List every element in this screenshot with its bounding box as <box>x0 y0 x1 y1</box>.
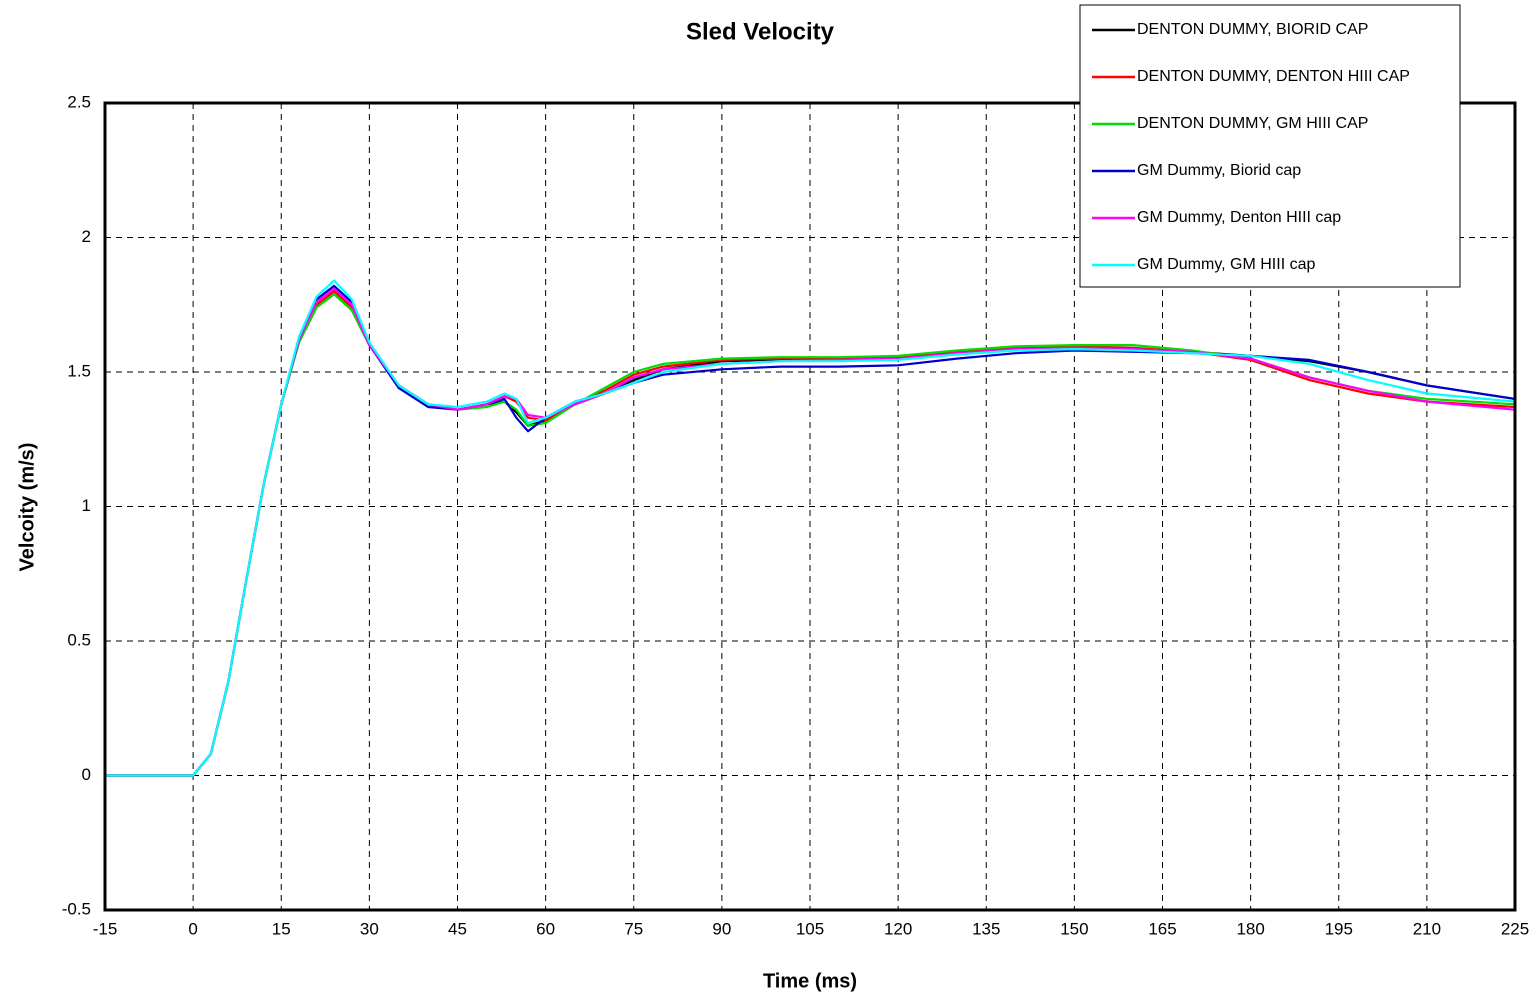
y-tick-label: 1.5 <box>67 361 91 380</box>
x-tick-label: 0 <box>188 919 197 938</box>
x-tick-label: 210 <box>1413 919 1441 938</box>
x-axis-label: Time (ms) <box>763 970 857 992</box>
legend-label: DENTON DUMMY, DENTON HIII CAP <box>1137 68 1410 85</box>
y-tick-label: 0 <box>82 765 91 784</box>
y-tick-label: 2 <box>82 227 91 246</box>
x-tick-label: 165 <box>1148 919 1176 938</box>
series-line <box>105 279 1516 777</box>
x-tick-label: 75 <box>624 919 643 938</box>
x-tick-label: 225 <box>1501 919 1529 938</box>
x-tick-label: 90 <box>712 919 731 938</box>
x-tick-label: 45 <box>448 919 467 938</box>
x-tick-label: 150 <box>1060 919 1088 938</box>
y-tick-label: -0.5 <box>62 899 91 918</box>
y-tick-label: 1 <box>82 496 91 515</box>
legend-box <box>1079 4 1461 288</box>
chart-title: Sled Velocity <box>686 18 835 45</box>
x-tick-label: 105 <box>796 919 824 938</box>
x-tick-label: 195 <box>1325 919 1353 938</box>
plot-border <box>103 101 1517 912</box>
x-tick-label: -15 <box>93 919 118 938</box>
x-tick-label: 120 <box>884 919 912 938</box>
legend-label: DENTON DUMMY, GM HIII CAP <box>1137 115 1368 132</box>
y-tick-label: 2.5 <box>67 92 91 111</box>
x-tick-label: 135 <box>972 919 1000 938</box>
x-tick-label: 60 <box>536 919 555 938</box>
y-tick-label: 0.5 <box>67 630 91 649</box>
legend-label: GM Dummy, Biorid cap <box>1137 162 1301 179</box>
legend-label: DENTON DUMMY, BIORID CAP <box>1137 21 1368 38</box>
legend-label: GM Dummy, GM HIII cap <box>1137 256 1315 273</box>
x-tick-label: 30 <box>360 919 379 938</box>
x-tick-label: 180 <box>1236 919 1264 938</box>
legend-label: GM Dummy, Denton HIII cap <box>1137 209 1341 226</box>
x-tick-label: 15 <box>272 919 291 938</box>
y-axis-label: Velcoity (m/s) <box>16 443 38 572</box>
